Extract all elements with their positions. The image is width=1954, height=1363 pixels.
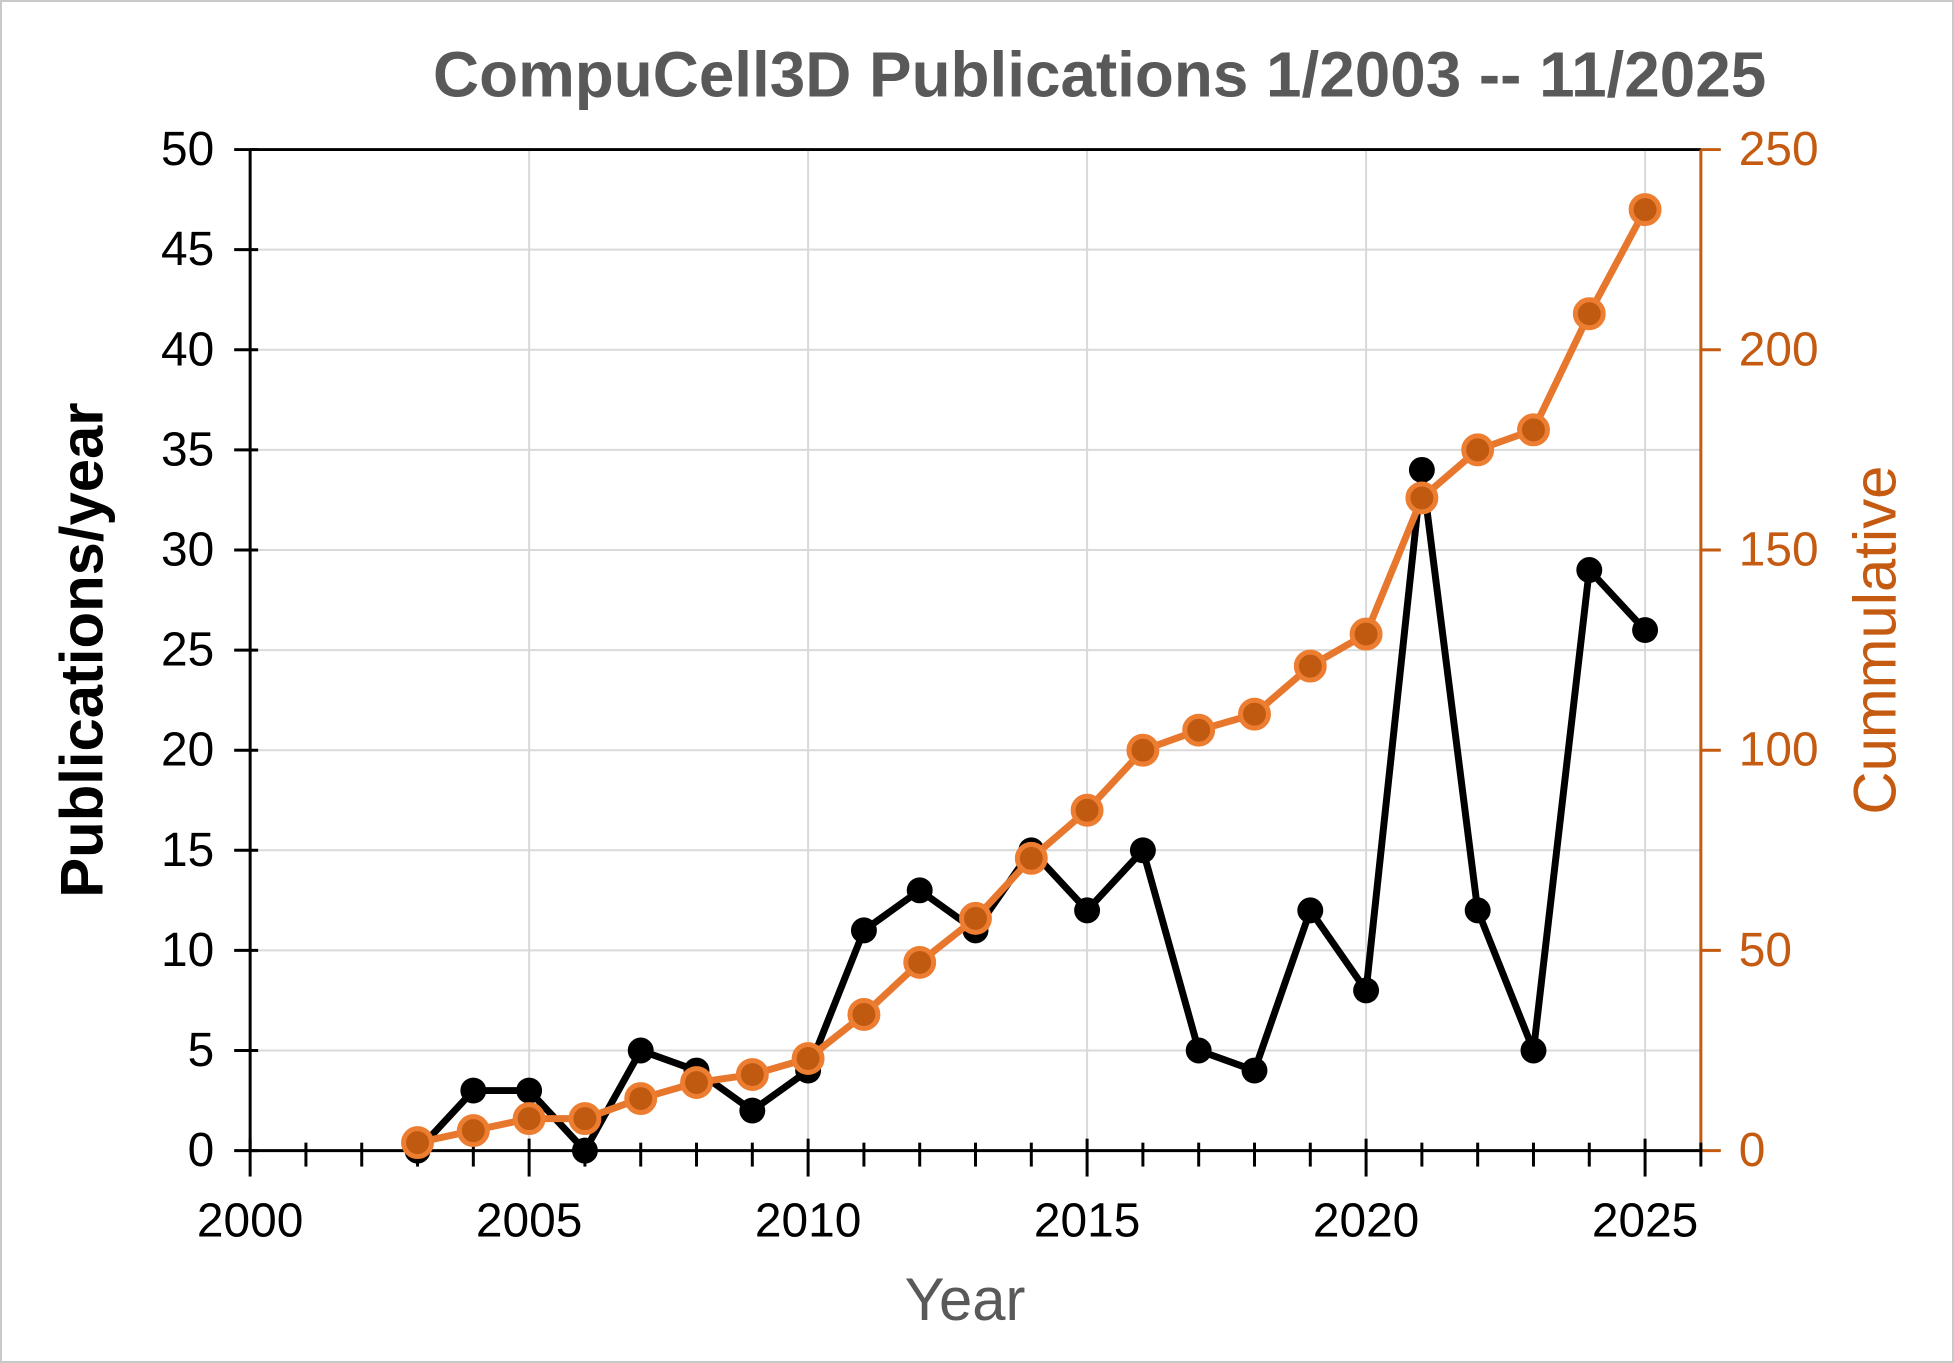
data-point-marker (1628, 193, 1662, 227)
series-publications-per-year (404, 456, 1659, 1164)
y-right-tick-label: 0 (1739, 1124, 1766, 1177)
data-point-marker (1353, 977, 1380, 1004)
y-right-axis-title: Cummulative (1841, 466, 1908, 815)
data-point-marker (847, 998, 881, 1031)
data-point-marker (735, 1058, 769, 1091)
data-point-marker (1241, 1057, 1268, 1084)
y-right-tick-label: 50 (1739, 924, 1792, 977)
y-left-tick-label: 35 (161, 423, 214, 476)
data-point-marker (850, 917, 877, 944)
y-left-tick-label: 30 (161, 523, 214, 576)
data-point-marker (627, 1037, 654, 1064)
x-tick-label: 2025 (1592, 1194, 1698, 1247)
data-point-marker (456, 1114, 490, 1148)
data-point-marker (1297, 897, 1324, 924)
y-left-tick-label: 25 (161, 624, 214, 677)
data-point-marker (739, 1097, 766, 1124)
y-left-tick-label: 10 (161, 924, 214, 977)
data-point-marker (1408, 456, 1435, 483)
y-right-tick-label: 200 (1739, 323, 1819, 376)
y-left-tick-label: 40 (161, 323, 214, 376)
data-point-marker (906, 877, 933, 904)
gridlines (250, 149, 1701, 1151)
x-tick-label: 2010 (755, 1194, 861, 1247)
y-right-tick-label: 150 (1739, 523, 1819, 576)
data-point-marker (1517, 413, 1550, 447)
data-point-marker (791, 1042, 825, 1075)
data-point-marker (1129, 837, 1156, 864)
data-point-marker (1405, 481, 1439, 515)
data-point-marker (571, 1137, 598, 1164)
chart-title: CompuCell3D Publications 1/2003 -- 11/20… (433, 39, 1766, 111)
series-cumulative (401, 193, 1662, 1160)
data-point-marker (1349, 617, 1383, 651)
data-point-marker (512, 1102, 546, 1136)
y-left-tick-label: 50 (161, 123, 214, 176)
data-point-marker (1632, 617, 1659, 644)
y-left-tick-label: 15 (161, 824, 214, 877)
data-point-marker (1074, 897, 1101, 924)
data-point-marker (401, 1126, 434, 1160)
data-point-marker (1014, 841, 1048, 875)
data-series (401, 193, 1662, 1164)
y-right-tick-label: 250 (1739, 123, 1819, 176)
data-point-marker (1293, 649, 1327, 683)
y-right-tick-label: 100 (1739, 724, 1819, 777)
data-point-marker (680, 1066, 713, 1099)
x-tick-label: 2020 (1313, 1194, 1419, 1247)
data-point-marker (624, 1082, 658, 1116)
data-point-marker (1461, 433, 1495, 467)
data-point-marker (1464, 897, 1491, 924)
data-point-marker (959, 901, 992, 935)
data-point-marker (1126, 733, 1160, 767)
data-point-marker (1576, 557, 1603, 583)
data-point-marker (1185, 1037, 1212, 1064)
y-left-tick-label: 0 (188, 1124, 215, 1177)
data-point-marker (516, 1077, 543, 1104)
y-left-tick-label: 5 (188, 1024, 215, 1077)
x-tick-label: 2015 (1034, 1194, 1140, 1247)
data-point-marker (1070, 793, 1104, 827)
data-point-marker (1520, 1037, 1547, 1064)
data-point-marker (1238, 697, 1271, 731)
series-line (414, 466, 1649, 1155)
data-point-marker (460, 1077, 487, 1104)
y-left-axis-title: Publications/year (49, 402, 116, 897)
axes (234, 148, 1721, 1177)
y-left-tick-label: 45 (161, 223, 214, 276)
y-left-tick-label: 20 (161, 724, 214, 777)
x-tick-label: 2000 (197, 1194, 303, 1247)
x-axis-title: Year (905, 1266, 1026, 1333)
data-point-marker (1182, 713, 1216, 747)
data-point-marker (568, 1102, 602, 1136)
data-point-marker (903, 945, 937, 979)
data-point-marker (1572, 297, 1606, 331)
x-tick-label: 2005 (476, 1194, 582, 1247)
